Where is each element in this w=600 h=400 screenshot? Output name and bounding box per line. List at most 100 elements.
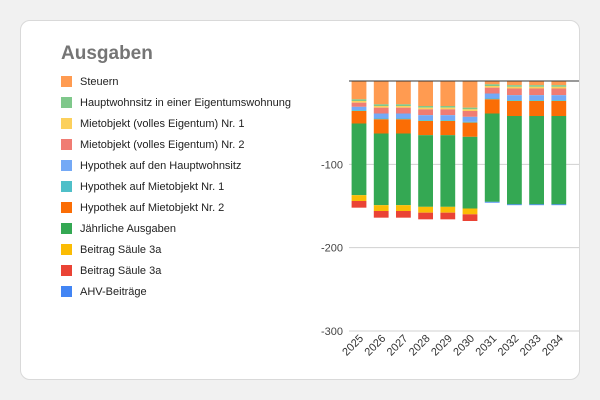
bar-segment (462, 107, 478, 110)
bar-segment (418, 106, 433, 108)
bar-segment (440, 135, 456, 207)
bar-segment (529, 86, 544, 89)
bar-segment (529, 101, 544, 116)
bar-segment (418, 115, 433, 121)
bar-segment (529, 95, 544, 101)
bar-segment (351, 201, 367, 208)
bar-segment (396, 106, 411, 108)
bar-segment (396, 119, 411, 134)
bar-segment (418, 135, 433, 207)
bar-segment (462, 122, 478, 137)
bar-segment (551, 116, 567, 205)
bar-segment (418, 107, 433, 110)
y-tick-label: -200 (321, 243, 343, 255)
x-tick-label: 2031 (474, 333, 500, 359)
bar-segment (351, 101, 367, 103)
bar-segment (484, 93, 500, 99)
legend-label: Beitrag Säule 3a (80, 243, 162, 256)
bar-segment (529, 81, 544, 86)
bar-segment (440, 120, 456, 121)
bar-segment (373, 119, 389, 134)
bar-segment (440, 206, 456, 213)
bar-segment (507, 81, 522, 86)
legend-swatch (61, 160, 72, 171)
legend-item: Steuern (61, 71, 291, 92)
bar-segment (418, 121, 433, 136)
bar-segment (396, 205, 411, 211)
bar-segment (484, 81, 500, 85)
bar-segment (507, 86, 522, 89)
bar-segment (373, 113, 389, 119)
bar-segment (373, 211, 389, 218)
legend-item: Mietobjekt (volles Eigentum) Nr. 1 (61, 113, 291, 134)
bar-segment (484, 113, 500, 202)
bar-segment (507, 204, 522, 206)
legend-swatch (61, 181, 72, 192)
x-tick-label: 2032 (496, 333, 522, 359)
bar-segment (507, 85, 522, 87)
x-tick-label: 2025 (340, 333, 366, 359)
bar-segment (418, 81, 433, 106)
bar-segment (551, 204, 567, 206)
bar-segment (551, 85, 567, 87)
bar-segment (418, 206, 433, 213)
bar-segment (418, 212, 433, 220)
legend-item: AHV-Beiträge (61, 281, 291, 302)
legend-swatch (61, 97, 72, 108)
bar-segment (396, 118, 411, 120)
bar-segment (373, 133, 389, 206)
bar-segment (440, 106, 456, 108)
bar-segment (529, 204, 544, 206)
bar-segment (507, 116, 522, 205)
bar-segment (396, 113, 411, 119)
bar-segment (373, 81, 389, 105)
x-tick-label: 2034 (540, 333, 566, 359)
legend-item: Hypothek auf Mietobjekt Nr. 1 (61, 176, 291, 197)
x-tick-label: 2027 (385, 333, 411, 359)
bar-segment (462, 208, 478, 215)
bar-segment (440, 109, 456, 116)
legend-item: Beitrag Säule 3a (61, 239, 291, 260)
bar-segment (462, 111, 478, 117)
bar-segment (373, 104, 389, 106)
legend-label: Hauptwohnsitz in einer Eigentumswohnung (80, 96, 291, 109)
bar-segment (351, 110, 367, 111)
legend-item: Hypothek auf den Hauptwohnsitz (61, 155, 291, 176)
bar-segment (440, 81, 456, 106)
bar-segment (462, 136, 478, 209)
bar-segment (484, 201, 500, 203)
bar-segment (351, 102, 367, 107)
bar-segment (551, 100, 567, 101)
legend-label: Hypothek auf Mietobjekt Nr. 1 (80, 180, 225, 193)
bar-segment (484, 99, 500, 114)
legend-label: Mietobjekt (volles Eigentum) Nr. 1 (80, 117, 245, 130)
bar-segment (440, 121, 456, 136)
bar-segment (484, 84, 500, 86)
bar-segment (507, 95, 522, 101)
bar-segment (351, 81, 367, 100)
legend-item: Beitrag Säule 3a (61, 260, 291, 281)
chart-title: Ausgaben (61, 43, 153, 64)
legend-swatch (61, 223, 72, 234)
bar-segment (418, 109, 433, 116)
bar-segment (484, 98, 500, 100)
x-tick-label: 2033 (518, 333, 544, 359)
x-tick-label: 2026 (363, 333, 389, 359)
bar-segment (551, 81, 567, 86)
legend-label: AHV-Beiträge (80, 285, 147, 298)
legend-swatch (61, 139, 72, 150)
legend-label: Steuern (80, 75, 119, 88)
legend-item: Mietobjekt (volles Eigentum) Nr. 2 (61, 134, 291, 155)
bar-segment (484, 86, 500, 88)
bar-segment (484, 87, 500, 94)
bar-segment (529, 100, 544, 101)
bar-segment (551, 95, 567, 101)
bar-segment (418, 120, 433, 121)
bar-segment (396, 133, 411, 206)
legend-item: Hypothek auf Mietobjekt Nr. 2 (61, 197, 291, 218)
bar-segment (462, 81, 478, 108)
bar-segment (507, 101, 522, 116)
bar-segment (440, 115, 456, 121)
y-tick-label: -300 (321, 326, 343, 338)
bar-segment (351, 123, 367, 196)
